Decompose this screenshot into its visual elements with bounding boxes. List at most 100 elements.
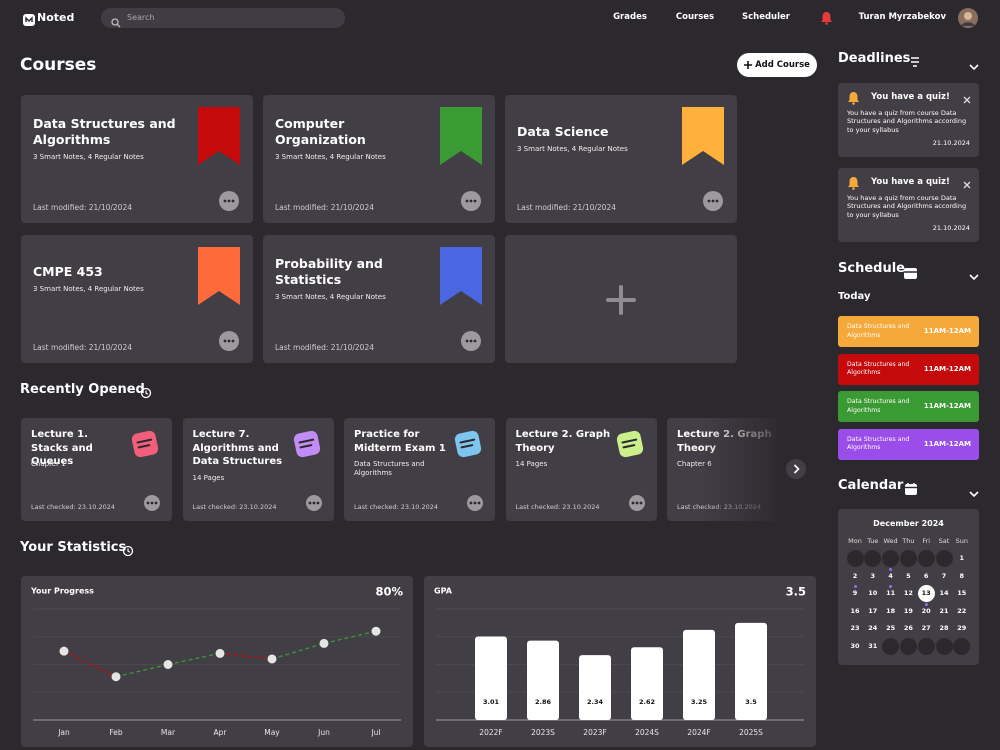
history-icon	[122, 542, 134, 557]
day[interactable]: 27	[918, 620, 935, 637]
data-point	[163, 660, 173, 669]
recent-card[interactable]: Lecture 1. Stacks and Queues Chapter 1 Las…	[21, 418, 172, 521]
nav-link[interactable]: Grades	[613, 12, 647, 22]
schedule-course: Data Structures and Algorithms	[847, 398, 910, 414]
course-card[interactable]: Probability and Statistics 3 Smart Notes,…	[263, 235, 495, 363]
icon-shape	[793, 464, 800, 474]
icon-shape	[117, 24, 121, 28]
day[interactable]: 2	[847, 567, 864, 584]
course-card[interactable]: CMPE 453 3 Smart Notes, 4 Regular Notes La…	[21, 235, 253, 363]
more-button[interactable]	[703, 191, 723, 211]
collapse-toggle[interactable]	[968, 483, 980, 498]
more-button[interactable]	[144, 495, 160, 511]
notification-bell[interactable]	[820, 10, 833, 25]
course-ribbon	[682, 107, 724, 165]
day[interactable]: 15	[953, 585, 970, 602]
day[interactable]: 31	[864, 638, 881, 655]
course-card[interactable]: Computer Organization 3 Smart Notes, 4 Re…	[263, 95, 495, 223]
icon-shape	[316, 501, 319, 505]
day[interactable]: 24	[864, 620, 881, 637]
more-button[interactable]	[219, 191, 239, 211]
icon-shape	[198, 107, 240, 165]
avatar[interactable]	[958, 8, 978, 28]
collapse-toggle[interactable]	[968, 56, 980, 71]
line-segment	[167, 652, 221, 666]
day[interactable]: 30	[847, 638, 864, 655]
day[interactable]: 8	[953, 567, 970, 584]
day[interactable]: 17	[864, 602, 881, 619]
more-button[interactable]	[628, 495, 645, 511]
collapse-toggle[interactable]	[968, 266, 980, 281]
schedule-item[interactable]: Data Structures and Algorithms 11AM-12AM	[838, 391, 979, 422]
day[interactable]: 20	[918, 602, 935, 619]
search-box[interactable]: Search	[101, 8, 345, 28]
day[interactable]: 21	[936, 602, 953, 619]
course-ribbon	[198, 107, 240, 165]
schedule-item[interactable]: Data Structures and Algorithms 11AM-12AM	[838, 316, 979, 347]
new-course-card[interactable]	[505, 235, 737, 363]
history-icon	[140, 384, 152, 399]
day-number: 15	[957, 589, 967, 598]
nav-link[interactable]: Scheduler	[742, 12, 790, 22]
icon-shape	[198, 247, 240, 305]
recent-card[interactable]: Practice for Midterm Exam 1 Data Structur…	[344, 418, 495, 521]
icon-shape	[219, 331, 239, 351]
empty-day	[917, 549, 935, 567]
day[interactable]: 29	[953, 620, 970, 637]
icon-shape	[905, 483, 917, 495]
dismiss[interactable]	[963, 174, 971, 189]
day[interactable]: 14	[936, 585, 953, 602]
day[interactable]: 16	[847, 602, 864, 619]
calendar-card: December 2024 Mon Tue Wed Thu Fri Sat Sun 1 2 3 4 5 6…	[838, 509, 979, 665]
day[interactable]: 28	[936, 620, 953, 637]
weekday-label: Sun	[955, 537, 968, 545]
day[interactable]: 6	[918, 567, 935, 584]
scroll-right[interactable]	[786, 459, 806, 479]
day-number: 12	[903, 589, 913, 598]
add-course-button[interactable]: Add Course	[737, 53, 817, 77]
day[interactable]: 18	[882, 602, 899, 619]
day[interactable]: 9	[847, 585, 864, 602]
nav-link[interactable]: Courses	[675, 12, 715, 22]
day[interactable]: 25	[882, 620, 899, 637]
icon-shape	[140, 387, 152, 399]
schedule-item[interactable]: Data Structures and Algorithms 11AM-12AM	[838, 353, 979, 385]
schedule-item[interactable]: Data Structures and Algorithms 11AM-12AM	[838, 428, 979, 460]
course-card[interactable]: Data Science 3 Smart Notes, 4 Regular Not…	[505, 95, 737, 223]
day[interactable]: 22	[953, 602, 970, 619]
selected-day[interactable]: 13	[917, 584, 935, 602]
x-tick-label: 2025S	[739, 728, 763, 737]
icon-shape	[682, 107, 724, 165]
more-button[interactable]	[461, 191, 481, 211]
section-title: Calendar	[838, 478, 904, 493]
day[interactable]: 5	[900, 567, 917, 584]
day[interactable]: 3	[864, 567, 881, 584]
bar	[735, 622, 767, 720]
empty-day	[953, 637, 971, 655]
recent-card[interactable]: Lecture 2. Graph Theory 14 Pages Last chec…	[505, 418, 657, 521]
day[interactable]: 7	[936, 567, 953, 584]
day[interactable]: 11	[882, 585, 899, 602]
icon-shape	[122, 545, 134, 557]
course-card[interactable]: Data Structures and Algorithms 3 Smart No…	[21, 95, 253, 223]
recent-meta: Chapter 6	[677, 460, 712, 468]
day[interactable]: 12	[900, 585, 917, 602]
day[interactable]: 1	[953, 550, 970, 567]
day-number: 23	[850, 624, 860, 633]
day[interactable]: 26	[900, 620, 917, 637]
day[interactable]: 23	[847, 620, 864, 637]
more-button[interactable]	[305, 495, 322, 511]
user-name[interactable]: Turan Myrzabekov	[858, 12, 946, 22]
more-button[interactable]	[219, 331, 239, 351]
day[interactable]: 19	[900, 602, 917, 619]
day[interactable]: 4	[882, 567, 899, 584]
more-button[interactable]	[467, 495, 483, 511]
icon-shape	[454, 430, 482, 458]
day[interactable]: 10	[864, 585, 881, 602]
icon-shape	[963, 96, 971, 104]
search-icon	[111, 13, 121, 28]
more-button[interactable]	[461, 331, 481, 351]
dismiss[interactable]	[963, 89, 971, 104]
icon-shape	[131, 430, 159, 458]
recent-card[interactable]: Lecture 7. Algorithms and Data Structure…	[182, 418, 334, 521]
